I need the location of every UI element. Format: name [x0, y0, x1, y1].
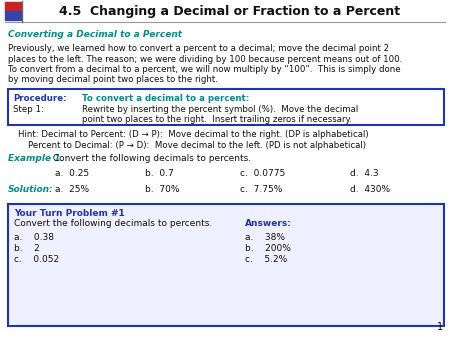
Text: Your Turn Problem #1: Your Turn Problem #1 [14, 209, 125, 217]
Text: Previously, we learned how to convert a percent to a decimal; move the decimal p: Previously, we learned how to convert a … [8, 44, 389, 53]
Text: c.    0.052: c. 0.052 [14, 255, 59, 264]
Text: c.  7.75%: c. 7.75% [240, 185, 283, 194]
Text: c.  0.0775: c. 0.0775 [240, 169, 285, 177]
Text: by moving decimal point two places to the right.: by moving decimal point two places to th… [8, 75, 218, 84]
Text: Rewrite by inserting the percent symbol (%).  Move the decimal: Rewrite by inserting the percent symbol … [82, 104, 358, 114]
Text: d.  4.3: d. 4.3 [350, 169, 378, 177]
Text: b.    200%: b. 200% [245, 244, 291, 253]
Text: To convert from a decimal to a percent, we will now multiply by “100”.  This is : To convert from a decimal to a percent, … [8, 65, 400, 74]
Text: Percent to Decimal: (P → D):  Move decimal to the left. (PD is not alphabetical): Percent to Decimal: (P → D): Move decima… [28, 141, 366, 149]
Text: places to the left. The reason; we were dividing by 100 because percent means ou: places to the left. The reason; we were … [8, 54, 402, 64]
Text: To convert a decimal to a percent:: To convert a decimal to a percent: [82, 94, 249, 103]
Text: Step 1:: Step 1: [13, 104, 44, 114]
Text: Convert the following decimals to percents.: Convert the following decimals to percen… [14, 219, 212, 228]
Text: 4.5  Changing a Decimal or Fraction to a Percent: 4.5 Changing a Decimal or Fraction to a … [59, 4, 400, 18]
Text: a.  25%: a. 25% [55, 185, 89, 194]
Text: c.    5.2%: c. 5.2% [245, 255, 287, 264]
Text: Example 1.: Example 1. [8, 154, 64, 163]
Text: Convert the following decimals to percents.: Convert the following decimals to percen… [50, 154, 251, 163]
Text: Procedure:: Procedure: [13, 94, 67, 103]
Bar [5, 2, 21, 11]
Text: b.  0.7: b. 0.7 [145, 169, 174, 177]
Text: b.  70%: b. 70% [145, 185, 180, 194]
Text: a.  0.25: a. 0.25 [55, 169, 89, 177]
Bar [5, 11, 21, 20]
Text: 1: 1 [437, 322, 443, 332]
Text: Hint: Decimal to Percent: (D → P):  Move decimal to the right. (DP is alphabetic: Hint: Decimal to Percent: (D → P): Move … [18, 130, 369, 139]
Text: Converting a Decimal to a Percent: Converting a Decimal to a Percent [8, 30, 182, 39]
Text: Answers:: Answers: [245, 219, 292, 228]
Text: a.    38%: a. 38% [245, 234, 285, 242]
Text: b.    2: b. 2 [14, 244, 40, 253]
Text: point two places to the right.  Insert trailing zeros if necessary.: point two places to the right. Insert tr… [82, 115, 352, 124]
Text: a.    0.38: a. 0.38 [14, 234, 54, 242]
FancyBboxPatch shape [8, 203, 444, 326]
FancyBboxPatch shape [8, 89, 444, 125]
Text: Solution:: Solution: [8, 185, 54, 194]
Text: d.  430%: d. 430% [350, 185, 390, 194]
